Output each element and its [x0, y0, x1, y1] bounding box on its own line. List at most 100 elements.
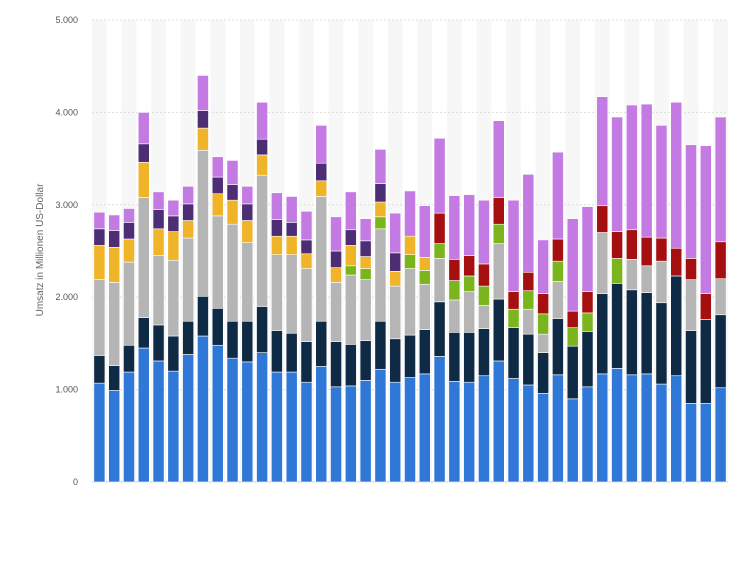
bar-segment-2-col-34 [581, 331, 594, 388]
bar-segment-1-col-20 [374, 368, 387, 483]
bar-segment-8-col-7 [182, 186, 194, 205]
bar-segment-4-col-28 [492, 223, 505, 244]
bar-segment-2-col-31 [537, 352, 549, 394]
bar-segment-3-col-9 [211, 215, 224, 309]
bar-segment-5-col-36 [611, 231, 623, 259]
bar-segment-1-col-24 [433, 356, 446, 483]
bar-segment-8-col-40 [670, 101, 683, 249]
bar-segment-5-col-29 [507, 291, 520, 310]
bar-segment-6-col-18 [344, 245, 357, 267]
bar-segment-1-col-16 [315, 366, 328, 483]
bar-segment-6-col-6 [167, 231, 180, 261]
bar-segment-3-col-21 [389, 285, 402, 340]
bar-segment-5-col-33 [566, 310, 579, 328]
bar-segment-2-col-20 [374, 320, 387, 370]
bar-segment-2-col-27 [478, 328, 490, 377]
bar-segment-1-col-4 [137, 347, 150, 483]
bar-segment-2-col-37 [626, 289, 638, 376]
bar-segment-8-col-17 [330, 216, 342, 252]
bar-segment-1-col-41 [685, 403, 697, 483]
bar-segment-4-col-26 [463, 275, 476, 292]
bar-segment-2-col-19 [359, 340, 372, 381]
bar-segment-8-col-15 [300, 210, 313, 241]
bar-segment-8-col-38 [640, 103, 653, 238]
bar-segment-3-col-3 [123, 261, 135, 346]
bar-segment-2-col-42 [699, 319, 712, 404]
bar-segment-1-col-33 [566, 398, 579, 483]
bar-segment-3-col-5 [152, 255, 165, 326]
bar-segment-2-col-2 [108, 365, 121, 391]
bar-segment-2-col-10 [226, 320, 239, 359]
bar-segment-4-col-18 [344, 265, 357, 276]
bar-segment-5-col-25 [448, 259, 461, 281]
bar-segment-1-col-5 [152, 360, 165, 483]
bar-segment-4-col-22 [404, 254, 416, 269]
bar-segment-2-col-3 [123, 344, 135, 373]
y-axis-label: Umsatz in Millionen US-Dollar [35, 183, 46, 316]
bar-segment-7-col-12 [256, 138, 268, 156]
bar-segment-3-col-10 [226, 223, 239, 322]
bar-segment-6-col-3 [123, 238, 135, 263]
bar-segment-8-col-43 [714, 116, 727, 243]
bar-segment-2-col-13 [271, 330, 283, 373]
bar-segment-1-col-39 [655, 383, 668, 483]
bar-segment-1-col-7 [182, 354, 194, 483]
bar-segment-7-col-21 [389, 252, 402, 272]
bar-segment-2-col-36 [611, 283, 623, 369]
bar-segment-8-col-18 [344, 191, 357, 231]
bar-segment-8-col-29 [507, 199, 520, 292]
bar-segment-3-col-19 [359, 279, 372, 341]
bar-segment-6-col-19 [359, 256, 372, 269]
bar-segment-4-col-19 [359, 268, 372, 280]
bar-segment-3-col-12 [256, 174, 268, 307]
bar-segment-2-col-7 [182, 320, 194, 355]
bar-segment-7-col-19 [359, 240, 372, 257]
bar-segment-3-col-4 [137, 197, 150, 318]
bar-segment-6-col-5 [152, 228, 165, 256]
bar-segment-1-col-28 [492, 360, 505, 483]
bar-segment-8-col-41 [685, 144, 697, 259]
bar-segment-3-col-14 [285, 254, 298, 334]
bar-segment-5-col-40 [670, 247, 683, 277]
bar-segment-3-col-31 [537, 333, 549, 353]
bar-segment-7-col-6 [167, 215, 180, 232]
bar-segment-4-col-24 [433, 243, 446, 259]
bar-segment-3-col-11 [241, 242, 254, 322]
bar-segment-5-col-24 [433, 212, 446, 244]
bar-segment-6-col-23 [418, 257, 431, 271]
bar-segment-8-col-32 [552, 151, 564, 240]
bar-segment-3-col-6 [167, 259, 180, 337]
bar-segment-6-col-21 [389, 271, 402, 287]
bar-segment-1-col-31 [537, 392, 549, 483]
bars [93, 75, 727, 483]
y-tick-label: 1.000 [55, 385, 78, 395]
bar-segment-8-col-25 [448, 195, 461, 260]
y-tick-label: 2.000 [55, 292, 78, 302]
bar-segment-5-col-27 [478, 263, 490, 287]
bar-segment-8-col-26 [463, 194, 476, 256]
bar-segment-1-col-1 [93, 382, 106, 483]
bar-segment-1-col-18 [344, 385, 357, 483]
bar-segment-8-col-35 [596, 96, 609, 207]
bar-segment-1-col-25 [448, 380, 461, 483]
bar-segment-1-col-36 [611, 368, 623, 483]
bar-segment-5-col-34 [581, 291, 594, 314]
bar-segment-8-col-1 [93, 211, 106, 230]
bar-segment-6-col-2 [108, 247, 121, 283]
bar-segment-2-col-18 [344, 344, 357, 387]
bar-segment-6-col-8 [197, 127, 209, 151]
bar-segment-8-col-5 [152, 191, 165, 210]
bar-segment-1-col-26 [463, 381, 476, 483]
bar-segment-7-col-11 [241, 203, 254, 221]
bar-segment-8-col-31 [537, 239, 549, 294]
bar-segment-1-col-13 [271, 371, 283, 483]
bar-segment-1-col-8 [197, 335, 209, 483]
bar-segment-8-col-9 [211, 156, 224, 178]
bar-segment-7-col-5 [152, 209, 165, 230]
bar-segment-6-col-11 [241, 220, 254, 243]
bar-segment-6-col-4 [137, 161, 150, 198]
bar-segment-6-col-10 [226, 199, 239, 225]
bar-segment-8-col-6 [167, 199, 180, 217]
bar-segment-8-col-37 [626, 104, 638, 231]
bar-segment-6-col-13 [271, 235, 283, 255]
